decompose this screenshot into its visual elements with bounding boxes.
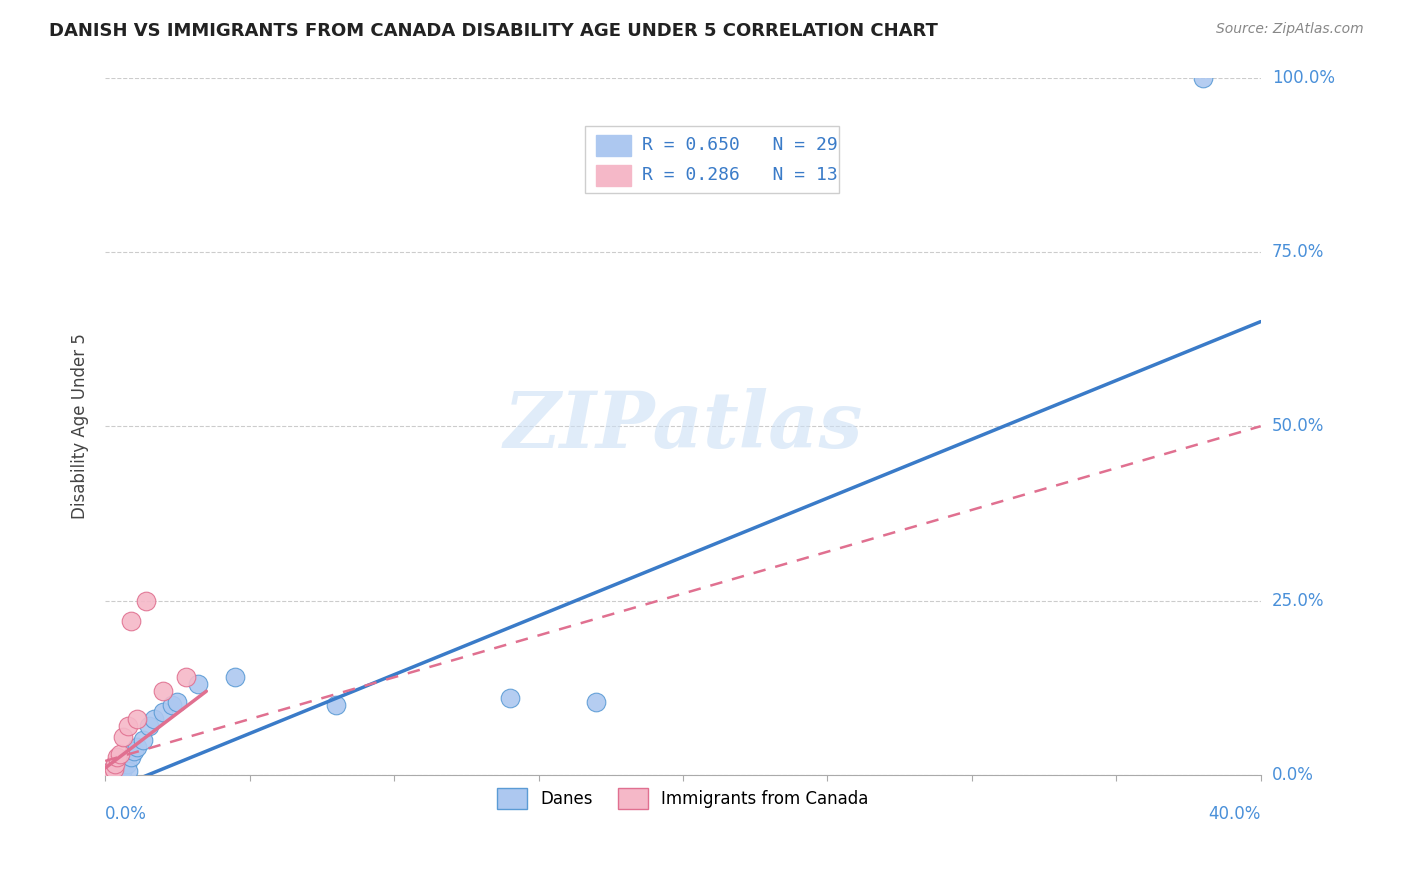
Text: 0.0%: 0.0% (105, 805, 148, 823)
Point (120, 750, 142, 764)
Point (100, 764, 122, 779)
Point (97, 765, 120, 780)
Bar (596, 135, 631, 155)
Point (105, 765, 128, 780)
Point (117, 719, 139, 733)
Y-axis label: Disability Age Under 5: Disability Age Under 5 (72, 334, 89, 519)
Point (152, 684, 174, 698)
Text: 0.0%: 0.0% (1272, 766, 1313, 784)
Point (166, 695, 188, 709)
Text: 50.0%: 50.0% (1272, 417, 1324, 435)
Point (152, 705, 174, 719)
Text: Source: ZipAtlas.com: Source: ZipAtlas.com (1216, 22, 1364, 37)
Point (111, 762, 134, 776)
Bar (596, 165, 631, 186)
Point (103, 762, 125, 776)
Point (160, 698, 183, 713)
Point (104, 757, 127, 772)
Text: 25.0%: 25.0% (1272, 591, 1324, 609)
Point (143, 712, 166, 726)
Point (117, 764, 139, 779)
Point (108, 764, 131, 779)
Point (110, 757, 132, 772)
Point (108, 747, 131, 761)
Point (187, 677, 209, 691)
FancyBboxPatch shape (585, 127, 839, 193)
Point (114, 754, 136, 768)
Text: 40.0%: 40.0% (1208, 805, 1261, 823)
Point (104, 765, 127, 780)
Point (111, 730, 134, 744)
Point (125, 712, 148, 726)
Point (103, 764, 125, 779)
Text: DANISH VS IMMIGRANTS FROM CANADA DISABILITY AGE UNDER 5 CORRELATION CHART: DANISH VS IMMIGRANTS FROM CANADA DISABIL… (49, 22, 938, 40)
Point (224, 670, 246, 684)
Point (1192, 70, 1215, 85)
Text: ZIPatlas: ZIPatlas (503, 388, 863, 465)
Text: 100.0%: 100.0% (1272, 69, 1334, 87)
Point (125, 739, 148, 754)
Point (101, 765, 124, 780)
Legend: Danes, Immigrants from Canada: Danes, Immigrants from Canada (491, 781, 876, 815)
Point (105, 750, 128, 764)
Point (585, 695, 607, 709)
Point (132, 733, 155, 747)
Point (112, 757, 135, 772)
Point (100, 764, 122, 779)
Point (98, 765, 121, 780)
Point (325, 698, 347, 713)
Text: R = 0.286   N = 13: R = 0.286 N = 13 (643, 166, 838, 184)
Point (498, 691, 520, 706)
Point (138, 719, 160, 733)
Point (135, 593, 157, 607)
Text: R = 0.650   N = 29: R = 0.650 N = 29 (643, 136, 838, 154)
Point (122, 743, 145, 757)
Point (115, 757, 138, 772)
Point (174, 670, 197, 684)
Point (120, 615, 142, 629)
Point (97, 765, 120, 780)
Text: 75.0%: 75.0% (1272, 243, 1324, 260)
